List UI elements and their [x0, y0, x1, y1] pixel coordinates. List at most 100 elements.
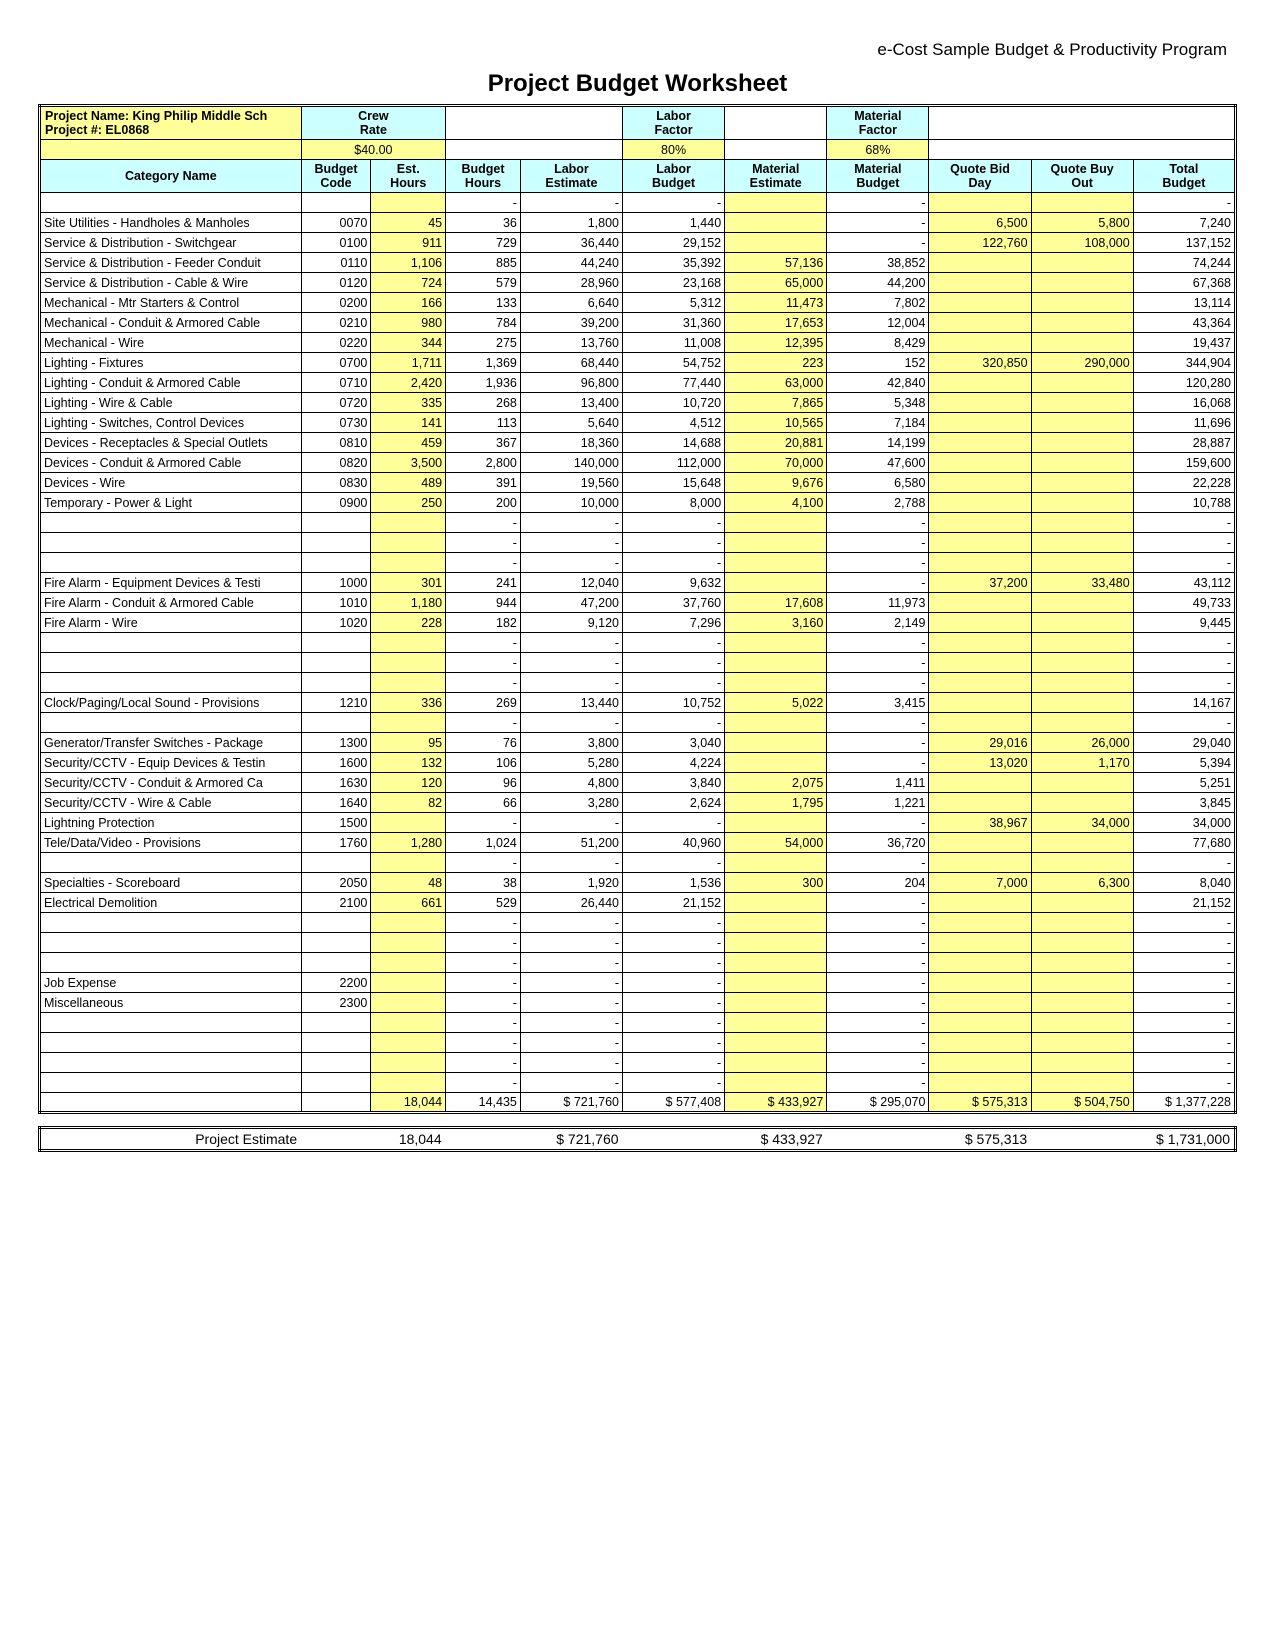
cell-est: 336 — [371, 693, 446, 713]
cell-qbid — [929, 913, 1031, 933]
cell-est: 228 — [371, 613, 446, 633]
table-row: Devices - Conduit & Armored Cable08203,5… — [40, 453, 1236, 473]
cell-tot: 5,251 — [1133, 773, 1235, 793]
cell-mbud: 7,802 — [827, 293, 929, 313]
cell-tot: 8,040 — [1133, 873, 1235, 893]
cell-qbuy — [1031, 853, 1133, 873]
cell-lbud: 10,720 — [623, 393, 725, 413]
cell-code: 1630 — [301, 773, 371, 793]
cell-est — [371, 633, 446, 653]
cell-qbuy — [1031, 273, 1133, 293]
table-row: Job Expense2200----- — [40, 973, 1236, 993]
table-row: Specialties - Scoreboard205048381,9201,5… — [40, 873, 1236, 893]
cell-qbuy: 26,000 — [1031, 733, 1133, 753]
table-row: ----- — [40, 1073, 1236, 1093]
cell-est: 911 — [371, 233, 446, 253]
cell-code: 1210 — [301, 693, 371, 713]
cell-code: 0710 — [301, 373, 371, 393]
cell-qbuy: 290,000 — [1031, 353, 1133, 373]
table-row: Miscellaneous2300----- — [40, 993, 1236, 1013]
cell-code: 2300 — [301, 993, 371, 1013]
cell-tot: - — [1133, 1053, 1235, 1073]
cell-est — [371, 953, 446, 973]
cell-est: 2,420 — [371, 373, 446, 393]
cell-bud: - — [446, 653, 521, 673]
cell-qbuy — [1031, 1013, 1133, 1033]
cell-mest: 4,100 — [725, 493, 827, 513]
cell-mbud: 2,149 — [827, 613, 929, 633]
cell-mest — [725, 753, 827, 773]
cell-code: 0700 — [301, 353, 371, 373]
cell-lbud: 7,296 — [623, 613, 725, 633]
cell-lbud: 8,000 — [623, 493, 725, 513]
cell-name: Electrical Demolition — [40, 893, 302, 913]
cell-code: 1760 — [301, 833, 371, 853]
cell-bud: 1,369 — [446, 353, 521, 373]
cell-lbud: - — [623, 633, 725, 653]
cell-code: 1640 — [301, 793, 371, 813]
table-row: Mechanical - Mtr Starters & Control02001… — [40, 293, 1236, 313]
cell-lest: - — [520, 1013, 622, 1033]
cell-est: 1,280 — [371, 833, 446, 853]
cell-name: Lighting - Switches, Control Devices — [40, 413, 302, 433]
cell-qbuy — [1031, 693, 1133, 713]
cell-lbud: 2,624 — [623, 793, 725, 813]
cell-mbud: 204 — [827, 873, 929, 893]
cell-bud: - — [446, 853, 521, 873]
cell-lbud: 3,040 — [623, 733, 725, 753]
table-row: Tele/Data/Video - Provisions17601,2801,0… — [40, 833, 1236, 853]
cell-mest — [725, 233, 827, 253]
cell-name — [40, 913, 302, 933]
cell-est: 3,500 — [371, 453, 446, 473]
cell-tot: - — [1133, 953, 1235, 973]
cell-mbud: 7,184 — [827, 413, 929, 433]
cell-name — [40, 1013, 302, 1033]
cell-name: Devices - Wire — [40, 473, 302, 493]
cell-mbud: - — [827, 713, 929, 733]
cell-tot: 16,068 — [1133, 393, 1235, 413]
cell-tot: 43,364 — [1133, 313, 1235, 333]
cell-qbuy — [1031, 473, 1133, 493]
cell-mbud: - — [827, 1053, 929, 1073]
cell-lbud: 77,440 — [623, 373, 725, 393]
cell-mbud: - — [827, 653, 929, 673]
table-row: ----- — [40, 1033, 1236, 1053]
main-title: Project Budget Worksheet — [38, 70, 1237, 98]
cell-lbud: 4,512 — [623, 413, 725, 433]
cell-mest — [725, 853, 827, 873]
cell-lest: 140,000 — [520, 453, 622, 473]
table-row: ----- — [40, 913, 1236, 933]
table-row: Security/CCTV - Equip Devices & Testin16… — [40, 753, 1236, 773]
cell-tot: - — [1133, 193, 1235, 213]
cell-est — [371, 193, 446, 213]
labor-factor-value: 80% — [623, 140, 725, 160]
cell-code — [301, 1073, 371, 1093]
crew-rate-label: CrewRate — [301, 106, 446, 140]
cell-mbud: 2,788 — [827, 493, 929, 513]
cell-code: 0070 — [301, 213, 371, 233]
cell-lest: 96,800 — [520, 373, 622, 393]
cell-qbuy — [1031, 393, 1133, 413]
cell-name: Lighting - Wire & Cable — [40, 393, 302, 413]
cell-est — [371, 993, 446, 1013]
cell-name: Mechanical - Conduit & Armored Cable — [40, 313, 302, 333]
cell-lest: 18,360 — [520, 433, 622, 453]
cell-bud: - — [446, 993, 521, 1013]
cell-code: 0110 — [301, 253, 371, 273]
cell-qbuy — [1031, 833, 1133, 853]
column-header: TotalBudget — [1133, 160, 1235, 193]
table-row: ----- — [40, 953, 1236, 973]
header-row-2: $40.00 80% 68% — [40, 140, 1236, 160]
cell-lbud: - — [623, 993, 725, 1013]
cell-est: 335 — [371, 393, 446, 413]
cell-est: 1,180 — [371, 593, 446, 613]
cell-mbud: - — [827, 213, 929, 233]
table-row: Security/CCTV - Wire & Cable164082663,28… — [40, 793, 1236, 813]
cell-mbud: - — [827, 193, 929, 213]
cell-qbid: 13,020 — [929, 753, 1031, 773]
cell-lbud: - — [623, 1033, 725, 1053]
cell-mest: 10,565 — [725, 413, 827, 433]
cell-tot: - — [1133, 633, 1235, 653]
cell-est: 724 — [371, 273, 446, 293]
footer-tot: $ 1,731,000 — [1133, 1128, 1235, 1151]
